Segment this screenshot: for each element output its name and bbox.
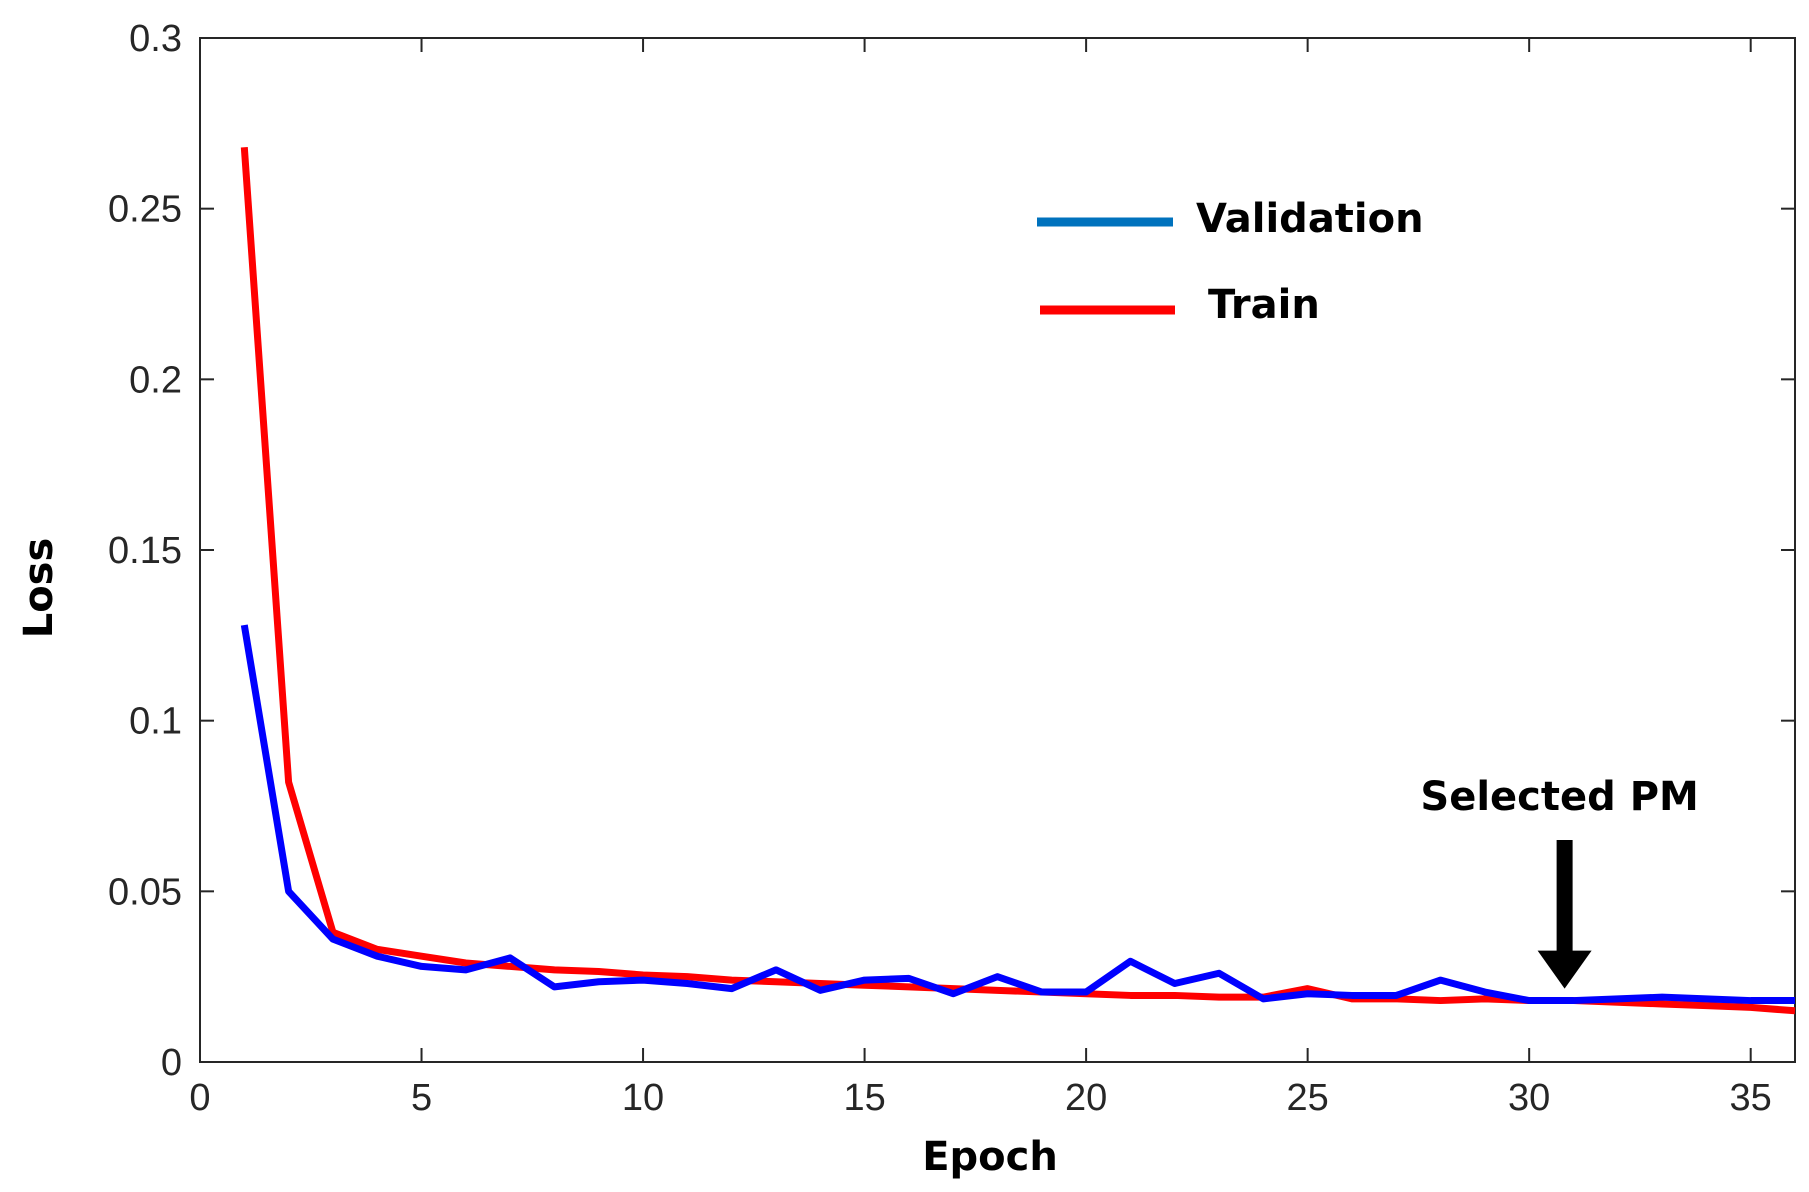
series-line-validation xyxy=(240,624,1795,1005)
x-tick-label: 30 xyxy=(1508,1077,1550,1119)
y-tick-label: 0.1 xyxy=(129,701,182,743)
x-tick-label: 20 xyxy=(1065,1077,1107,1119)
x-tick-label: 35 xyxy=(1730,1077,1772,1119)
y-tick-label: 0.15 xyxy=(108,530,182,572)
y-axis-title: Loss xyxy=(16,538,62,639)
y-tick-label: 0.05 xyxy=(108,871,182,913)
x-tick-label: 0 xyxy=(189,1077,210,1119)
y-tick-label: 0.2 xyxy=(129,359,182,401)
x-tick-label: 25 xyxy=(1286,1077,1328,1119)
x-tick-label: 10 xyxy=(622,1077,664,1119)
legend-label-train: Train xyxy=(1208,282,1320,328)
annotation-label: Selected PM xyxy=(1420,774,1698,820)
legend-label-validation: Validation xyxy=(1196,196,1424,242)
series-group xyxy=(240,146,1796,1015)
y-tick-label: 0.25 xyxy=(108,189,182,231)
annotation-arrow-head xyxy=(1537,950,1592,989)
x-tick-label: 15 xyxy=(843,1077,885,1119)
plot-frame xyxy=(199,37,1796,1063)
legend: Validation Train xyxy=(1037,196,1424,328)
x-tick-label: 5 xyxy=(411,1077,432,1119)
axes-frame-group: 0 5 10 15 20 25 30 35 0 0.05 0.1 0.15 0.2 0.25 0.3 xyxy=(108,18,1796,1119)
x-axis-title: Epoch xyxy=(922,1134,1058,1180)
annotation-arrow-shaft xyxy=(1556,840,1573,953)
y-tick-label: 0.3 xyxy=(129,18,182,60)
annotation-group: Selected PM xyxy=(1420,774,1699,989)
y-tick-label: 0 xyxy=(161,1042,182,1084)
